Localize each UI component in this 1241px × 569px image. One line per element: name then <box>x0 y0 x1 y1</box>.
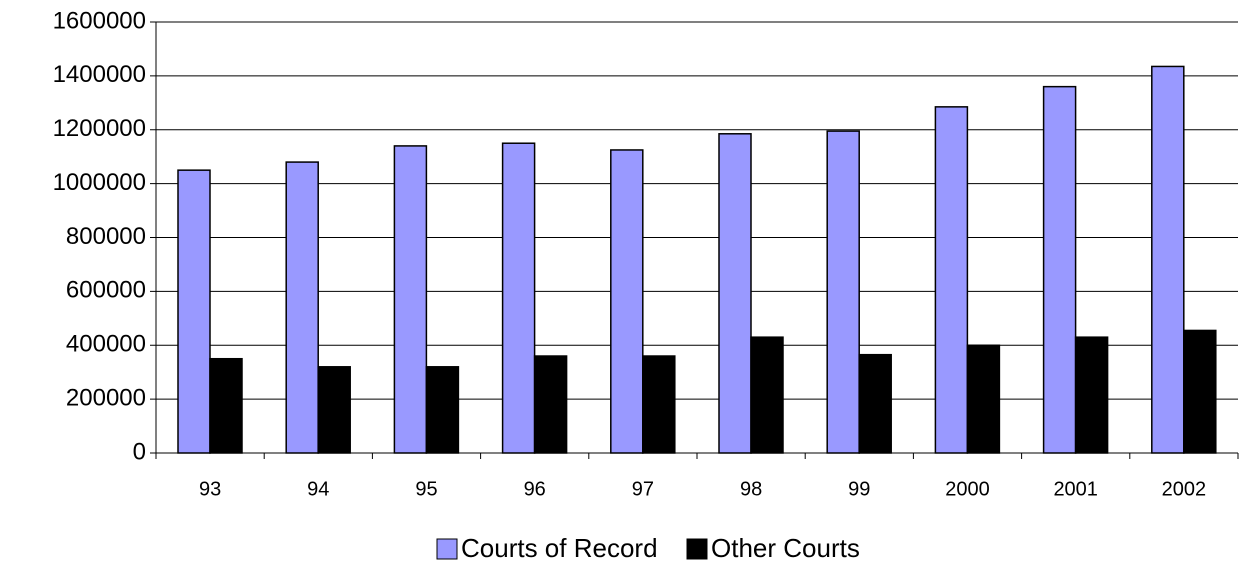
bar <box>718 133 752 454</box>
bar <box>425 366 460 454</box>
x-tick-label: 2001 <box>1053 478 1098 500</box>
y-tick-label: 0 <box>133 438 146 465</box>
bar <box>966 344 1001 454</box>
y-tick-label: 1600000 <box>53 7 146 34</box>
bar <box>501 142 536 454</box>
legend-swatch <box>436 538 458 560</box>
y-tick-label: 1400000 <box>53 61 146 88</box>
bar <box>317 366 351 454</box>
x-tick-label: 95 <box>415 478 437 500</box>
bar <box>1074 336 1109 454</box>
bar <box>826 130 860 454</box>
bar <box>858 353 892 454</box>
legend-label: Other Courts <box>711 533 860 563</box>
x-tick-label: 93 <box>199 478 221 500</box>
y-tick-label: 1200000 <box>53 115 146 142</box>
legend-label: Courts of Record <box>461 533 658 563</box>
x-tick-label: 94 <box>307 478 329 500</box>
x-tick-label: 99 <box>848 478 870 500</box>
bar <box>177 169 211 454</box>
bar <box>285 161 319 454</box>
bar <box>1151 65 1185 454</box>
x-tick-label: 97 <box>632 478 654 500</box>
y-tick-label: 800000 <box>66 223 146 250</box>
bar <box>393 145 428 454</box>
y-tick-label: 1000000 <box>53 169 146 196</box>
bar <box>934 106 969 454</box>
bar <box>1042 85 1077 454</box>
bar <box>610 149 644 454</box>
y-tick-label: 600000 <box>66 277 146 304</box>
x-tick-label: 96 <box>524 478 546 500</box>
bar <box>750 336 784 454</box>
bar <box>533 355 568 454</box>
x-tick-label: 2000 <box>945 478 990 500</box>
bar <box>209 357 243 454</box>
legend-swatch <box>686 538 708 560</box>
y-tick-label: 400000 <box>66 331 146 358</box>
bar <box>642 355 676 454</box>
bar <box>1183 329 1217 454</box>
x-tick-label: 98 <box>740 478 762 500</box>
y-tick-label: 200000 <box>66 384 146 411</box>
x-tick-label: 2002 <box>1162 478 1207 500</box>
